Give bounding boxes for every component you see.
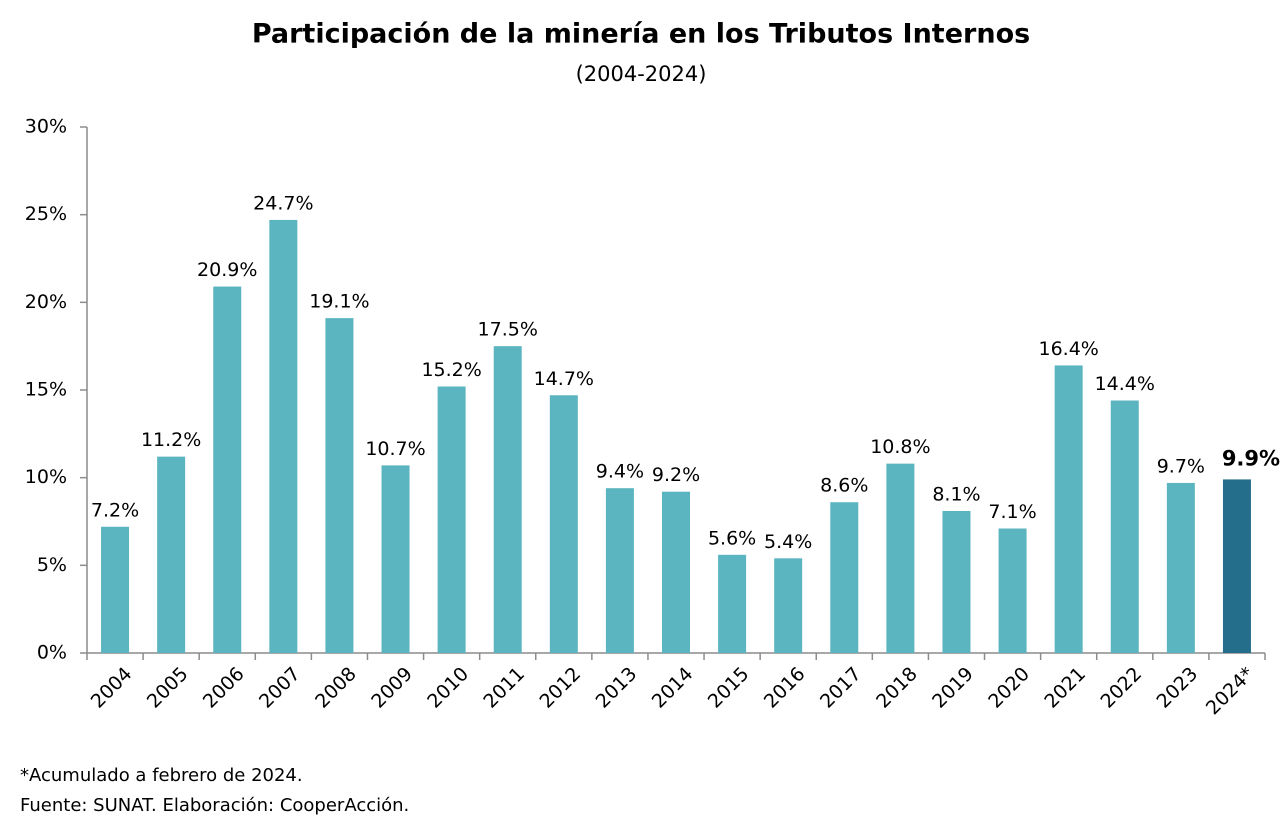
x-tick-label: 2006 <box>199 663 249 713</box>
x-tick-label: 2012 <box>535 663 585 713</box>
x-tick-label: 2009 <box>367 663 417 713</box>
value-label: 8.6% <box>820 475 868 497</box>
bar <box>549 395 578 653</box>
bar <box>605 488 634 653</box>
y-tick-label: 0% <box>37 642 67 664</box>
value-label: 16.4% <box>1038 338 1098 360</box>
value-label: 10.8% <box>870 436 930 458</box>
bar <box>886 463 915 653</box>
x-tick-label: 2015 <box>704 663 754 713</box>
bar <box>101 526 130 653</box>
value-label: 9.9% <box>1222 446 1280 470</box>
value-label: 5.6% <box>708 527 756 549</box>
value-label: 14.7% <box>534 368 594 390</box>
value-label: 17.5% <box>478 319 538 341</box>
bar <box>381 465 410 653</box>
bar <box>1110 400 1139 653</box>
bar <box>662 491 690 653</box>
x-tick-label: 2004 <box>87 663 137 713</box>
value-label: 14.4% <box>1095 373 1155 395</box>
bar <box>157 456 186 653</box>
bar <box>325 318 354 653</box>
y-tick-label: 5% <box>37 554 67 576</box>
bar <box>437 386 466 653</box>
value-label: 10.7% <box>365 438 425 460</box>
value-label: 20.9% <box>197 259 257 281</box>
x-tick-label: 2024* <box>1202 663 1258 719</box>
x-tick-label: 2022 <box>1096 663 1146 713</box>
bar <box>1166 482 1195 653</box>
bar <box>1222 479 1251 653</box>
value-label: 11.2% <box>141 429 201 451</box>
value-label: 9.7% <box>1157 455 1205 477</box>
x-tick-label: 2023 <box>1153 663 1203 713</box>
x-tick-label: 2021 <box>1040 663 1090 713</box>
value-label: 7.2% <box>91 499 139 521</box>
value-label: 9.4% <box>596 461 644 483</box>
x-tick-label: 2014 <box>648 663 698 713</box>
bar <box>718 554 747 653</box>
x-tick-label: 2010 <box>423 663 473 713</box>
x-tick-label: 2018 <box>872 663 922 713</box>
x-tick-label: 2007 <box>255 663 305 713</box>
value-label: 24.7% <box>253 192 313 214</box>
x-tick-label: 2020 <box>984 663 1034 713</box>
footnote: *Acumulado a febrero de 2024. <box>20 765 303 786</box>
value-label: 5.4% <box>764 531 812 553</box>
value-label: 8.1% <box>932 483 980 505</box>
x-tick-label: 2011 <box>479 663 529 713</box>
chart-subtitle: (2004-2024) <box>576 62 707 86</box>
bar <box>942 510 971 653</box>
value-label: 19.1% <box>309 291 369 313</box>
bar <box>998 528 1027 653</box>
y-tick-label: 20% <box>25 291 67 313</box>
bar <box>1054 365 1083 653</box>
x-tick-label: 2017 <box>816 663 866 713</box>
value-label: 15.2% <box>421 359 481 381</box>
bar <box>269 219 298 653</box>
x-tick-label: 2019 <box>928 663 978 713</box>
chart-title: Participación de la minería en los Tribu… <box>252 19 1030 50</box>
bar <box>493 346 522 653</box>
bar <box>213 286 242 653</box>
x-tick-label: 2005 <box>143 663 193 713</box>
y-tick-label: 10% <box>25 466 67 488</box>
x-tick-label: 2008 <box>311 663 361 713</box>
x-tick-label: 2016 <box>760 663 810 713</box>
bar <box>774 558 803 653</box>
y-tick-label: 30% <box>25 116 67 138</box>
value-label: 9.2% <box>652 464 700 486</box>
x-tick-label: 2013 <box>592 663 642 713</box>
y-tick-label: 15% <box>25 379 67 401</box>
y-tick-label: 25% <box>25 203 67 225</box>
value-label: 7.1% <box>988 501 1036 523</box>
bar <box>830 502 859 653</box>
source-note: Fuente: SUNAT. Elaboración: CooperAcción… <box>20 795 409 816</box>
